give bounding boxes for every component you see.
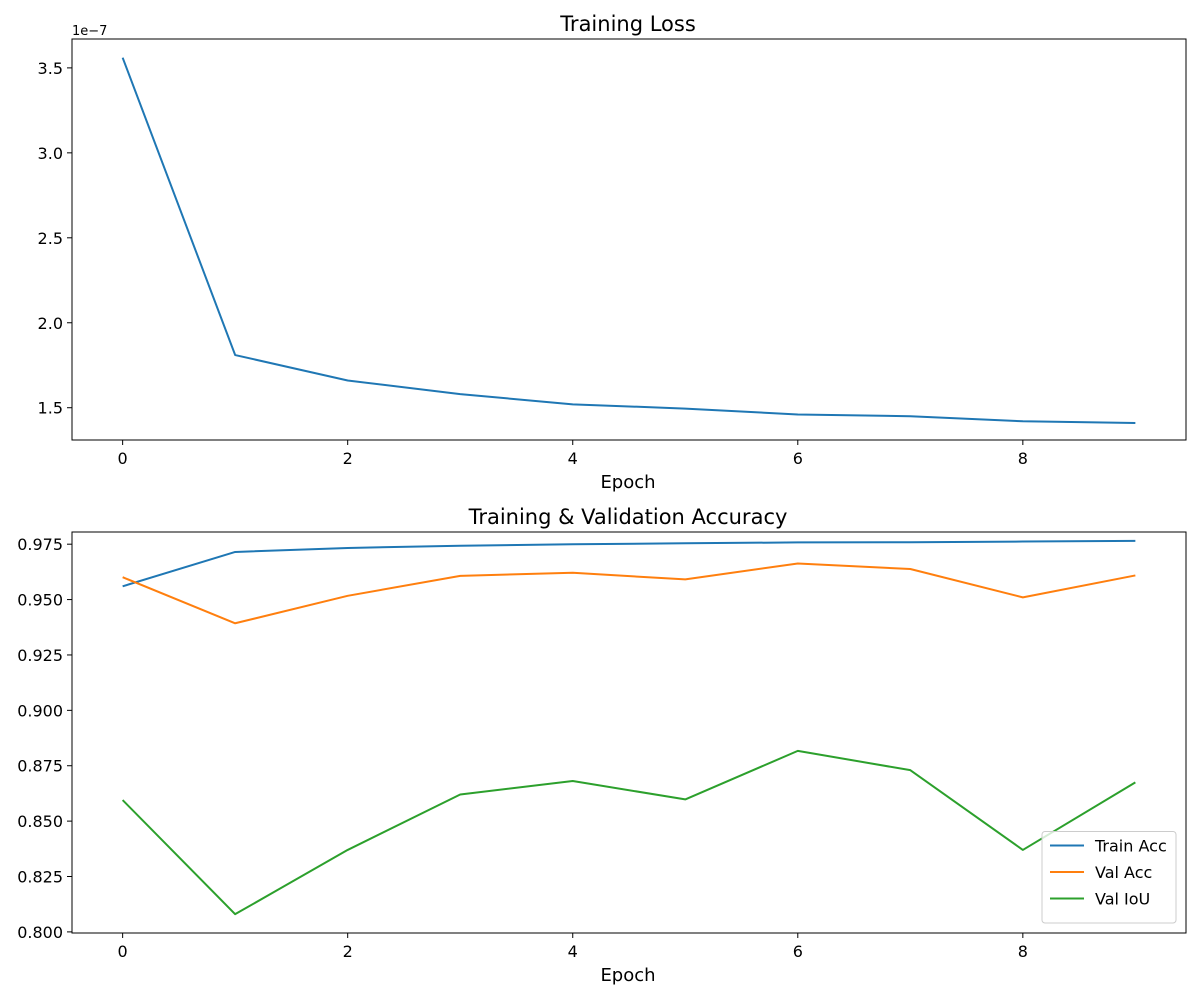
plot-frame — [71, 531, 1187, 934]
y-tick-label: 0.825 — [17, 868, 63, 887]
x-tick-label: 0 — [118, 449, 128, 468]
x-tick-label: 2 — [343, 449, 353, 468]
x-tick-label: 6 — [793, 449, 803, 468]
y-tick-label: 0.900 — [17, 701, 63, 720]
chart-title: Training & Validation Accuracy — [468, 505, 788, 529]
x-axis-label: Epoch — [600, 965, 655, 986]
y-tick-label: 2.0 — [38, 314, 63, 333]
x-tick-label: 4 — [568, 449, 578, 468]
y-tick-label: 0.800 — [17, 923, 63, 942]
y-tick-label: 1.5 — [38, 399, 63, 418]
x-tick-label: 6 — [793, 942, 803, 961]
y-tick-label: 0.850 — [17, 812, 63, 831]
y-axis-offset-label: 1e−7 — [72, 24, 107, 39]
x-tick-label: 8 — [1018, 449, 1028, 468]
x-tick-label: 2 — [343, 942, 353, 961]
y-tick-label: 0.975 — [17, 535, 63, 554]
x-tick-label: 8 — [1018, 942, 1028, 961]
legend-box — [1041, 831, 1177, 924]
y-tick-label: 0.875 — [17, 757, 63, 776]
x-axis-label: Epoch — [600, 472, 655, 493]
y-tick-label: 3.5 — [38, 59, 63, 78]
series-line-val-acc — [122, 562, 1136, 625]
y-tick-label: 2.5 — [38, 229, 63, 248]
x-tick-label: 4 — [568, 942, 578, 961]
accuracy-chart: Training & Validation Accuracy Epoch 0 2 4… — [17, 505, 1187, 986]
series-line-0 — [121, 57, 1136, 425]
legend: Train Acc Val Acc Val IoU — [1041, 831, 1177, 924]
chart-title: Training Loss — [559, 12, 696, 36]
y-tick-label: 3.0 — [38, 144, 63, 163]
legend-label: Val Acc — [1095, 863, 1152, 882]
x-tick-label: 0 — [118, 942, 128, 961]
legend-label: Train Acc — [1094, 837, 1167, 856]
plot-frame — [71, 38, 1187, 441]
y-tick-label: 0.950 — [17, 591, 63, 610]
series-line-train-acc — [122, 539, 1136, 588]
series-line-val-iou — [121, 749, 1136, 916]
training-loss-chart: Training Loss Epoch 1e−7 0 2 4 6 8 1.5 2.0 2.5 3… — [38, 12, 1187, 493]
legend-label: Val IoU — [1095, 890, 1150, 909]
y-tick-label: 0.925 — [17, 646, 63, 665]
